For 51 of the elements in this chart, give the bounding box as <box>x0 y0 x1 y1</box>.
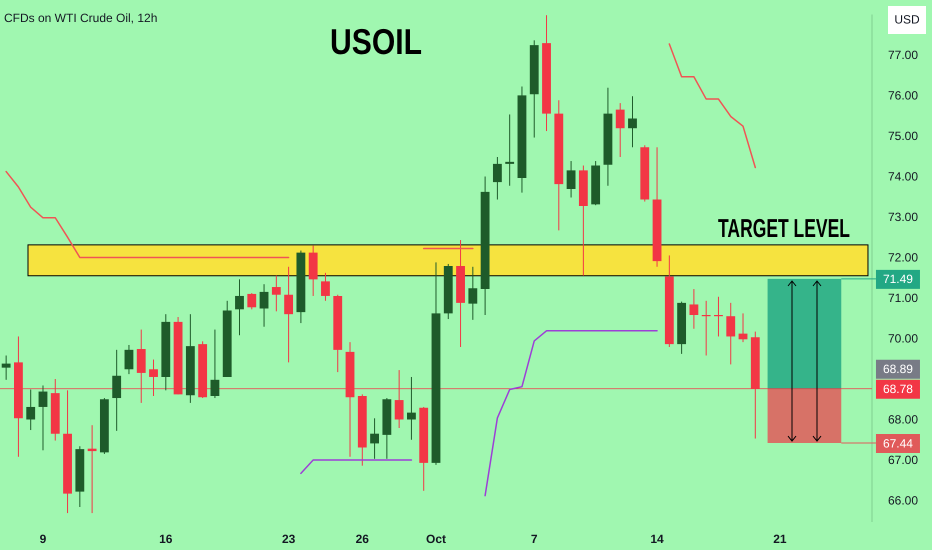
candlestick <box>124 344 134 375</box>
candlestick <box>210 329 220 399</box>
y-tick-label: 66.00 <box>888 494 918 508</box>
band-label: TARGET LEVEL <box>718 213 850 243</box>
chart-title: USOIL <box>330 22 422 63</box>
candlestick <box>370 418 379 460</box>
band-label: 71.49 <box>882 272 914 286</box>
candlestick <box>726 302 736 365</box>
x-tick-label: 14 <box>650 532 664 546</box>
candlestick <box>407 376 416 440</box>
candlestick <box>235 278 244 336</box>
candlestick <box>38 384 48 451</box>
y-tick-label: 75.00 <box>888 129 918 144</box>
y-tick-label: 73.00 <box>888 210 918 224</box>
x-tick-label: 26 <box>356 532 370 546</box>
candlestick <box>26 389 36 431</box>
ref-line-label: 68.78 <box>882 382 914 396</box>
x-tick-label: 9 <box>40 532 47 546</box>
x-tick-label: 21 <box>773 532 787 546</box>
text: USD <box>894 12 920 26</box>
candlestick <box>247 292 256 310</box>
y-tick-label: 67.00 <box>888 453 918 468</box>
y-tick-label: 76.00 <box>888 88 918 103</box>
y-tick-label: 71.00 <box>888 291 918 306</box>
candlestick <box>284 266 294 363</box>
candlestick <box>689 288 698 330</box>
chart-subtitle: CFDs on WTI Crude Oil, 12h <box>4 11 158 25</box>
candlestick <box>738 312 748 343</box>
text: 68.89 <box>882 362 914 376</box>
candlestick <box>88 424 97 514</box>
y-tick-label: 74.00 <box>888 170 918 184</box>
candlestick <box>492 156 502 200</box>
y-tick-label: 72.00 <box>888 250 918 265</box>
candlestick <box>505 114 514 186</box>
y-tick-label: 68.00 <box>888 412 918 427</box>
x-tick-label: 7 <box>530 532 538 546</box>
candlestick <box>112 349 122 432</box>
candlestick <box>272 275 281 312</box>
candlestick <box>260 284 268 328</box>
x-tick-label: 16 <box>159 532 173 546</box>
candlestick <box>566 160 576 198</box>
y-tick-label: 70.00 <box>888 332 918 346</box>
x-tick-label: 23 <box>282 532 296 546</box>
band-label: 67.44 <box>882 436 914 450</box>
y-tick-label: 77.00 <box>888 48 918 62</box>
candlestick <box>468 266 478 320</box>
candlestick <box>2 355 11 380</box>
candlestick <box>628 96 637 148</box>
candlestick <box>321 272 330 302</box>
candlestick <box>616 102 625 158</box>
x-tick-label: Oct <box>426 532 446 546</box>
